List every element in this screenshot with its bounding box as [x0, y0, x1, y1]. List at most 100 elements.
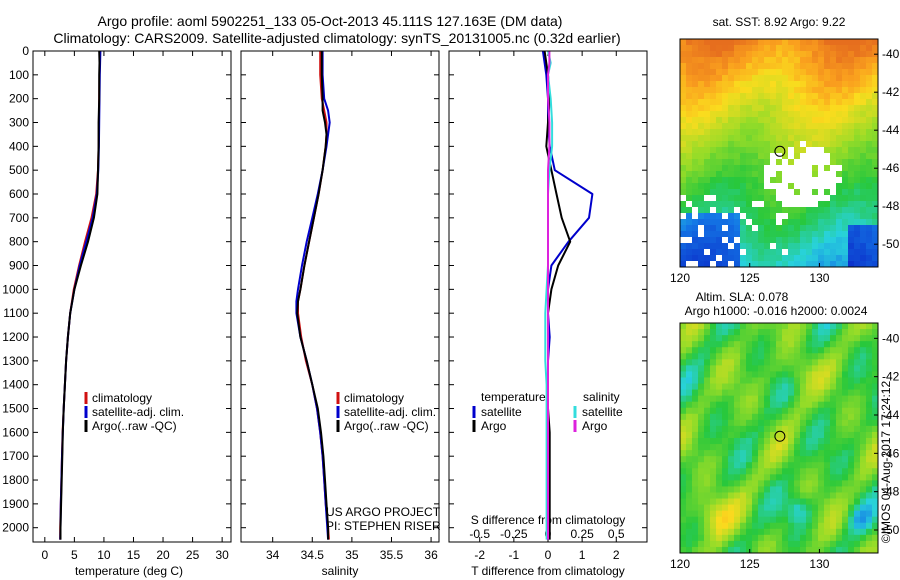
map-cell — [782, 462, 789, 469]
map-cell — [710, 407, 717, 415]
map-cell — [836, 419, 843, 427]
map-cell — [740, 335, 747, 342]
map-cell — [722, 87, 729, 94]
map-cell — [710, 383, 717, 391]
map-cell — [716, 329, 723, 336]
map-cell — [680, 195, 687, 202]
map-cell — [818, 39, 825, 46]
map-cell — [824, 323, 831, 330]
map-cell — [710, 171, 717, 178]
map-cell — [710, 177, 717, 184]
map-cell — [746, 147, 753, 154]
map-cell — [704, 177, 711, 184]
map-cell — [740, 87, 747, 94]
map-cell — [848, 528, 855, 536]
map-cell — [692, 383, 699, 391]
map-cell — [710, 99, 717, 106]
map-cell — [848, 546, 855, 553]
map-cell — [872, 534, 878, 542]
map-cell — [686, 213, 693, 220]
map-cell — [800, 365, 807, 373]
map-cell — [860, 75, 867, 82]
map-cell — [722, 438, 729, 445]
map-cell — [860, 486, 867, 494]
map-cell — [746, 383, 753, 391]
salinity-x-tick-label: 35.5 — [380, 548, 404, 562]
map-cell — [734, 456, 741, 463]
map-cell — [854, 444, 861, 451]
map-cell — [782, 486, 789, 494]
map-cell — [872, 117, 878, 124]
map-cell — [860, 171, 867, 178]
map-cell — [692, 171, 699, 178]
map-cell — [812, 486, 819, 494]
map-cell — [710, 516, 717, 524]
map-cell — [794, 510, 801, 518]
map-cell — [776, 510, 783, 518]
map-cell — [734, 45, 741, 52]
map-cell — [758, 444, 765, 451]
map-cell — [866, 39, 873, 46]
map-cell — [740, 377, 747, 385]
map-x-tick-label: 125 — [740, 271, 760, 285]
map-cell — [824, 249, 831, 256]
map-cell — [854, 63, 861, 70]
map-cell — [734, 389, 741, 397]
map-cell — [788, 546, 795, 553]
map-cell — [788, 516, 795, 524]
map-cell — [800, 546, 807, 553]
map-cell — [782, 159, 789, 166]
map-cell — [830, 249, 837, 256]
map-cell — [740, 413, 747, 421]
legend-label-argo: Argo(..raw -QC) — [344, 419, 429, 433]
map-cell — [740, 171, 747, 178]
map-cell — [698, 468, 705, 475]
map-cell — [818, 377, 825, 385]
map-cell — [758, 450, 765, 457]
map-cell — [854, 225, 861, 232]
map-cell — [794, 534, 801, 542]
map-cell — [794, 177, 801, 184]
difference-plot-frame — [448, 50, 648, 543]
map-cell — [842, 141, 849, 148]
map-cell — [704, 255, 711, 262]
map-cell — [704, 510, 711, 518]
map-cell — [830, 353, 837, 360]
map-cell — [800, 498, 807, 506]
map-cell — [800, 195, 807, 202]
map-cell — [728, 528, 735, 536]
map-cell — [776, 359, 783, 366]
map-cell — [842, 534, 849, 542]
map-cell — [734, 540, 741, 548]
map-cell — [842, 329, 849, 336]
map-cell — [722, 377, 729, 385]
map-cell — [716, 93, 723, 100]
temperature-x-label: temperature (deg C) — [75, 564, 183, 578]
map-cell — [740, 201, 747, 208]
map-cell — [812, 45, 819, 52]
map-cell — [758, 75, 765, 82]
map-cell — [746, 153, 753, 160]
map-cell — [824, 401, 831, 409]
map-cell — [788, 207, 795, 214]
map-cell — [854, 81, 861, 88]
map-cell — [806, 87, 813, 94]
map-cell — [836, 413, 843, 421]
map-cell — [806, 75, 813, 82]
map-cell — [860, 323, 867, 330]
map-cell — [842, 231, 849, 238]
map-cell — [806, 195, 813, 202]
difference-legend: temperature salinity satellite Argo sate… — [472, 390, 623, 433]
map-cell — [836, 171, 843, 178]
map-cell — [812, 261, 819, 267]
map-cell — [794, 93, 801, 100]
map-cell — [686, 249, 693, 256]
map-cell — [704, 159, 711, 166]
map-cell — [710, 165, 717, 172]
map-cell — [818, 335, 825, 342]
map-cell — [770, 135, 777, 142]
map-cell — [788, 492, 795, 500]
depth-tick-label: 700 — [9, 211, 29, 225]
map-cell — [836, 365, 843, 373]
map-cell — [728, 474, 735, 481]
